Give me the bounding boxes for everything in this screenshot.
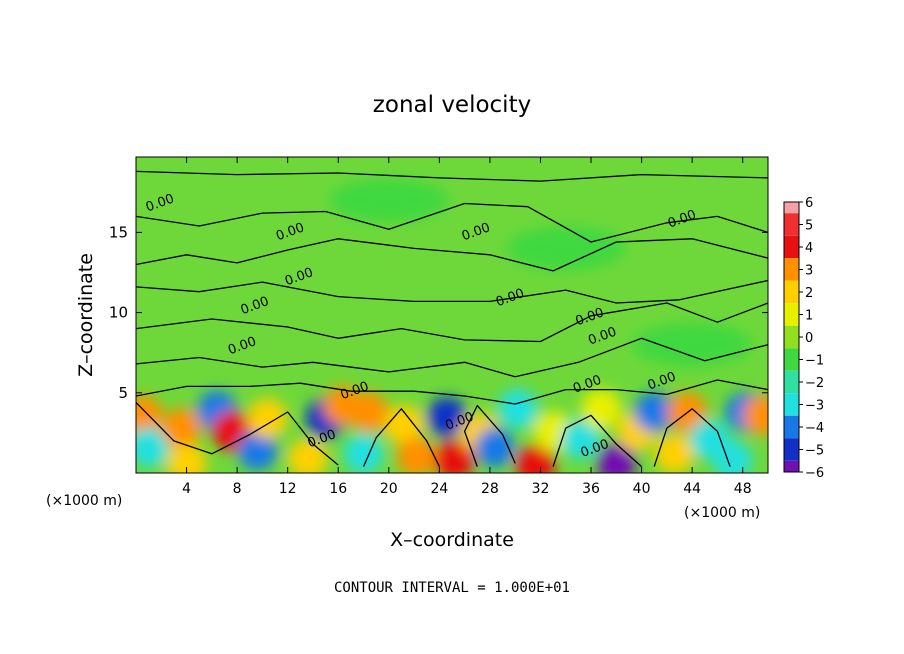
field-cell-11 <box>348 392 389 433</box>
colorbar-label-9: −3 <box>805 399 824 414</box>
contour-interval-note: CONTOUR INTERVAL = 1.000E+01 <box>334 580 570 596</box>
x-tick-label-3: 16 <box>329 481 347 497</box>
field-cell-33 <box>328 178 449 223</box>
colorbar-swatch-0 <box>784 202 799 214</box>
y-tick-label-0: 5 <box>118 384 128 402</box>
field-cell-32 <box>742 395 768 436</box>
contour-line-2 <box>136 238 768 272</box>
field-cell-24 <box>596 443 637 473</box>
colorbar-label-11: −5 <box>805 444 824 459</box>
x-tick-label-1: 8 <box>233 481 242 497</box>
colorbar-label-8: −2 <box>805 376 824 391</box>
contour-line-3 <box>136 279 768 304</box>
x-tick-label-10: 44 <box>683 481 701 497</box>
colorbar-swatch-4 <box>784 280 799 304</box>
y-axis-ticks: 5 10 15 <box>109 223 768 402</box>
colorbar-swatch-10 <box>784 415 799 439</box>
field-cell-7 <box>247 398 288 439</box>
colorbar-label-5: 1 <box>805 309 813 324</box>
field-cell-34 <box>505 226 626 271</box>
plot-frame <box>135 156 769 474</box>
x-tick-label-6: 28 <box>481 481 499 497</box>
x-axis-ticks: 4 8 12 16 20 24 28 32 36 40 44 48 <box>182 157 752 497</box>
colorbar-swatch-2 <box>784 235 799 259</box>
contour-line-1 <box>136 202 768 243</box>
chart-title: zonal velocity <box>373 92 531 118</box>
colorbar-swatch-12 <box>784 460 799 472</box>
x-tick-label-2: 12 <box>279 481 297 497</box>
x-tick-label-8: 36 <box>582 481 600 497</box>
x-tick-label-11: 48 <box>734 481 752 497</box>
field-cell-20 <box>515 444 556 473</box>
field-cell-22 <box>560 419 601 460</box>
field-cell-30 <box>712 440 753 473</box>
field-cell-27 <box>654 433 695 473</box>
field-cell-6 <box>166 443 207 473</box>
colorbar-label-2: 4 <box>805 241 813 256</box>
x-unit-right: (×1000 m) <box>684 505 760 521</box>
plot-area: 0.000.000.000.000.000.000.000.000.000.00… <box>136 157 768 473</box>
colorbar-swatch-8 <box>784 370 799 394</box>
x-tick-label-0: 4 <box>182 481 191 497</box>
field-cell-26 <box>634 392 675 433</box>
contour-line-6 <box>136 379 768 405</box>
colorbar-label-3: 3 <box>805 264 813 279</box>
colorbar-label-7: −1 <box>805 354 824 369</box>
colorbar: 6 5 4 3 2 1 0 −1 −2 −3 −4 −5 −6 <box>783 196 824 481</box>
colorbar-label-6: 0 <box>805 331 813 346</box>
velocity-field <box>136 178 768 473</box>
colorbar-label-12: −6 <box>805 466 824 481</box>
field-cell-19 <box>497 388 538 429</box>
contour-line-8 <box>362 408 440 467</box>
colorbar-label-1: 5 <box>805 219 813 234</box>
contour-line-7 <box>136 401 339 466</box>
x-unit-left: (×1000 m) <box>46 493 122 509</box>
field-cell-5 <box>237 430 278 471</box>
x-tick-label-7: 32 <box>532 481 550 497</box>
contour-lines <box>136 170 768 468</box>
field-cell-15 <box>426 396 467 437</box>
colorbar-label-10: −4 <box>805 421 824 436</box>
colorbar-label-0: 6 <box>805 196 813 211</box>
colorbar-swatch-6 <box>784 325 799 349</box>
field-cell-8 <box>287 438 328 473</box>
field-cell-1 <box>136 427 169 468</box>
colorbar-swatch-5 <box>784 303 799 326</box>
colorbar-swatch-11 <box>784 438 799 461</box>
field-cell-35 <box>632 322 753 367</box>
contour-line-5 <box>136 337 768 378</box>
contour-line-11 <box>653 408 731 467</box>
field-cell-14 <box>396 436 437 473</box>
field-cell-18 <box>474 427 515 468</box>
y-axis-label: Z–coordinate <box>75 253 97 377</box>
y-tick-label-1: 10 <box>109 304 128 322</box>
field-cell-13 <box>383 404 424 445</box>
colorbar-swatch-3 <box>784 258 799 281</box>
y-tick-label-2: 15 <box>109 223 128 241</box>
field-cell-16 <box>434 440 475 473</box>
colorbar-swatch-7 <box>784 348 799 371</box>
x-tick-label-9: 40 <box>633 481 651 497</box>
field-cell-23 <box>581 388 622 429</box>
colorbar-swatch-1 <box>784 213 799 236</box>
field-cell-2 <box>161 408 202 449</box>
x-axis-label: X–coordinate <box>390 529 514 551</box>
contour-line-4 <box>136 302 768 343</box>
contour-line-10 <box>552 414 643 468</box>
colorbar-label-4: 2 <box>805 286 813 301</box>
contour-line-0 <box>136 170 768 182</box>
x-tick-label-4: 20 <box>380 481 398 497</box>
contour-line-9 <box>463 404 516 467</box>
x-tick-label-5: 24 <box>430 481 448 497</box>
field-cell-12 <box>343 433 384 473</box>
colorbar-swatch-9 <box>784 393 799 416</box>
